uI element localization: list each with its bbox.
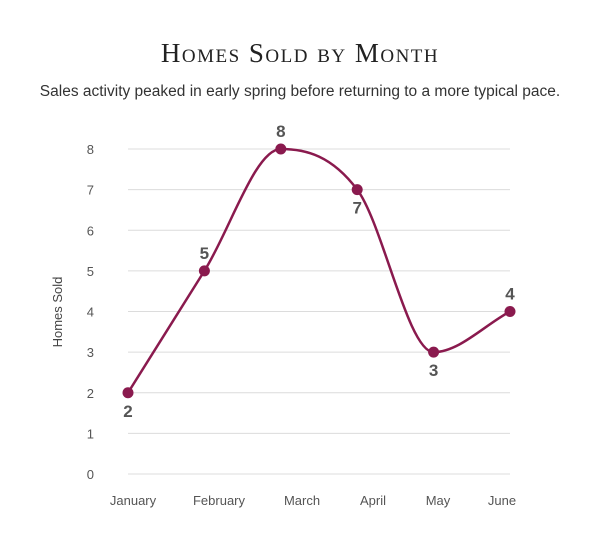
y-tick-label: 4: [87, 305, 94, 320]
y-tick-label: 7: [87, 183, 94, 198]
y-tick-label: 3: [87, 345, 94, 360]
data-label: 5: [200, 244, 209, 263]
x-tick-label: April: [360, 493, 386, 508]
x-tick-label: January: [110, 493, 157, 508]
data-point: [275, 143, 287, 155]
y-tick-label: 1: [87, 426, 94, 441]
y-tick-label: 6: [87, 223, 94, 238]
data-label: 2: [123, 402, 132, 421]
chart-subtitle: Sales activity peaked in early spring be…: [39, 83, 561, 100]
x-axis-ticks: January February March April May June: [110, 493, 516, 508]
data-point: [198, 265, 210, 277]
y-axis-title: Homes Sold: [50, 277, 65, 348]
chart-title: Homes Sold by Month: [160, 38, 440, 68]
data-point: [351, 184, 363, 196]
data-point: [428, 346, 440, 358]
data-label: 7: [352, 199, 361, 218]
y-tick-label: 8: [87, 142, 94, 157]
x-tick-label: February: [193, 493, 246, 508]
y-tick-label: 0: [87, 467, 94, 482]
y-tick-label: 5: [87, 264, 94, 279]
x-tick-label: May: [426, 493, 451, 508]
data-label: 8: [276, 122, 285, 141]
data-label: 4: [505, 285, 515, 304]
data-points: [122, 143, 516, 399]
data-labels: 2 5 8 7 3 4: [123, 122, 515, 421]
gridlines: [128, 148, 510, 475]
x-tick-label: June: [488, 493, 516, 508]
y-axis-ticks: 0 1 2 3 4 5 6 7 8: [87, 142, 94, 482]
data-point: [122, 387, 134, 399]
x-tick-label: March: [284, 493, 320, 508]
data-point: [504, 306, 516, 317]
data-label: 3: [429, 361, 438, 380]
y-tick-label: 2: [87, 386, 94, 401]
